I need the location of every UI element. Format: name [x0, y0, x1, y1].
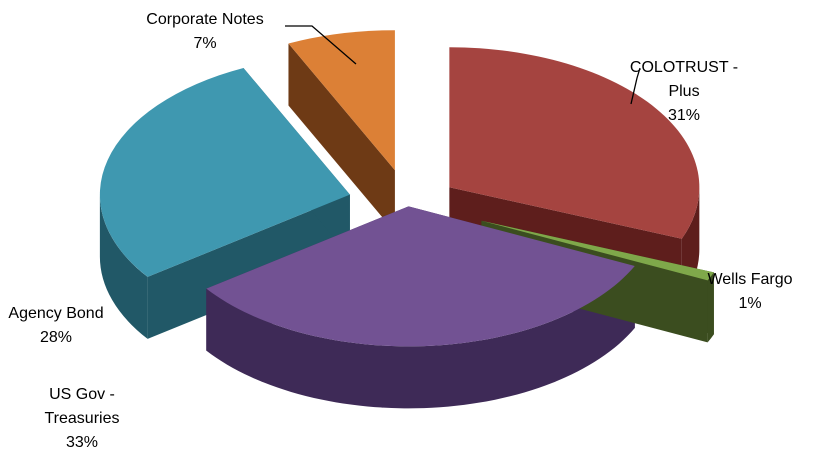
data-label-wells-fargo: Wells Fargo 1%: [700, 268, 800, 316]
slice-percent-us-gov-treasuries: 33%: [65, 434, 99, 451]
slice-name-us-gov-treasuries-line2: Treasuries: [44, 410, 120, 427]
slice-percent-wells-fargo: 1%: [738, 295, 762, 312]
pie-slice-agency-bond: [99, 67, 350, 277]
data-label-corporate-notes: Corporate Notes 7%: [130, 8, 280, 56]
slice-outer-wall-agency-bond-0: [99, 194, 148, 339]
slice-cut-face-corporate-notes-0: [288, 43, 395, 233]
slice-name-wells-fargo: Wells Fargo: [707, 271, 793, 288]
pie-slice-wells-fargo: [481, 220, 714, 281]
slice-outer-wall-wells-fargo-0: [707, 272, 714, 343]
slice-name-colotrust-plus-line2: Plus: [668, 83, 700, 100]
slice-percent-corporate-notes: 7%: [193, 35, 217, 52]
leader-lines: [285, 25, 641, 105]
pie-slice-us-gov: [206, 206, 635, 347]
slice-tops: [99, 30, 714, 347]
data-label-colotrust-plus: COLOTRUST - Plus 31%: [604, 56, 764, 128]
slice-outer-wall-us-gov-0: [206, 265, 635, 409]
leader-line-corporate-notes: [285, 25, 357, 65]
slice-percent-colotrust-plus: 31%: [667, 107, 701, 124]
slice-name-corporate-notes: Corporate Notes: [146, 11, 264, 28]
slice-cut-face-agency-bond-0: [147, 194, 350, 339]
slice-name-colotrust-plus-line1: COLOTRUST -: [629, 59, 739, 76]
pie-slice-corporate-notes: [288, 30, 395, 171]
slice-name-agency-bond: Agency Bond: [8, 305, 104, 322]
slice-percent-agency-bond: 28%: [39, 329, 73, 346]
leader-line-colotrust-plus: [630, 67, 641, 105]
pie-slice-colotrust: [449, 47, 700, 239]
data-label-us-gov-treasuries: US Gov - Treasuries 33%: [22, 383, 142, 455]
data-label-agency-bond: Agency Bond 28%: [0, 302, 112, 350]
slice-name-us-gov-treasuries-line1: US Gov -: [49, 386, 115, 403]
